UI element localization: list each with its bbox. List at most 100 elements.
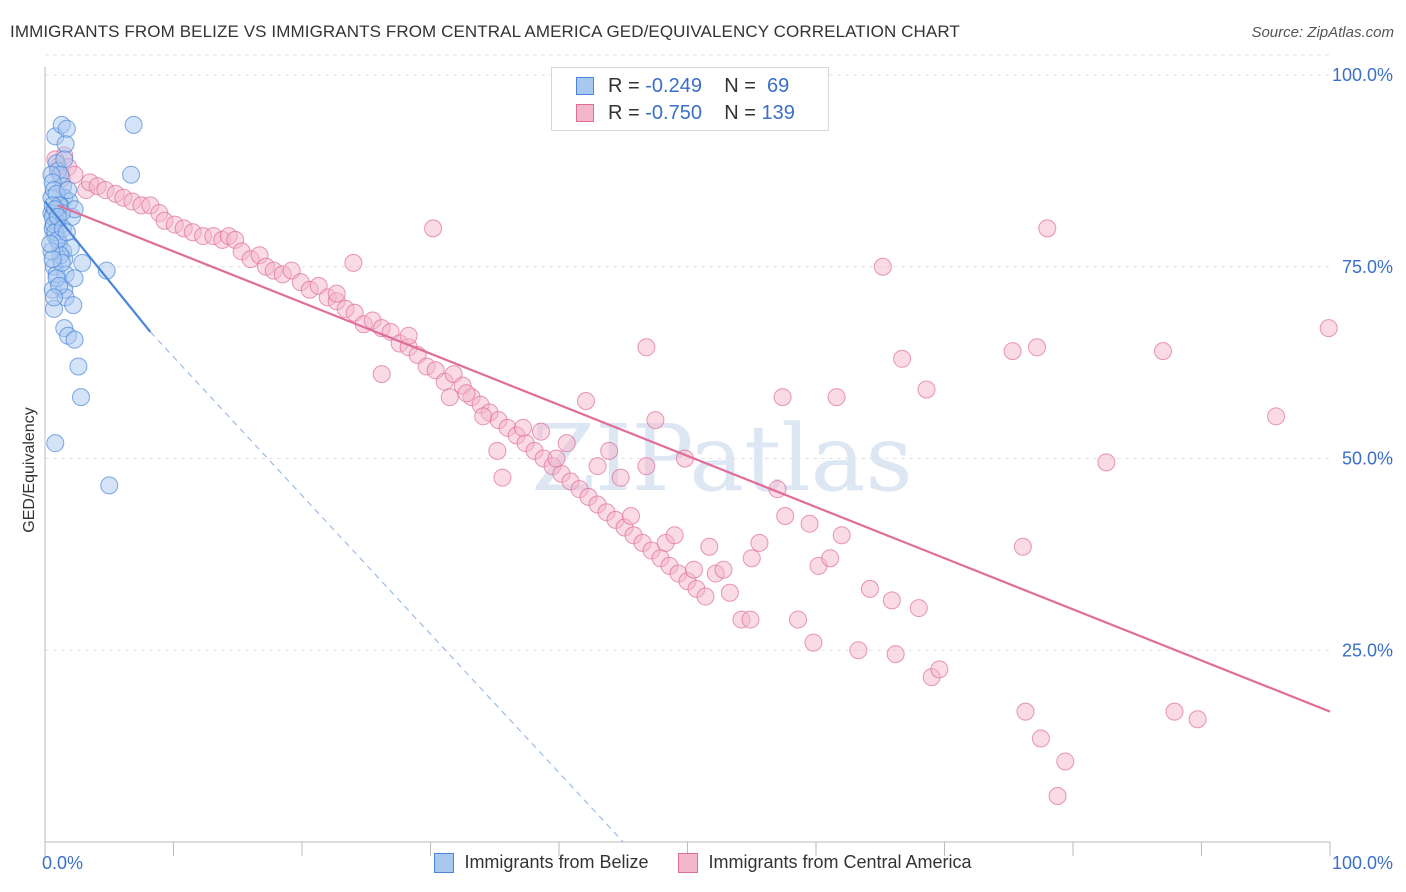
central-america-point-104	[714, 560, 733, 579]
central-america-point-126	[930, 660, 949, 679]
central-america-point-119	[873, 257, 892, 276]
central-america-point-123	[909, 599, 928, 618]
stats-legend-row-central-america: R = -0.750 N = 139	[576, 101, 795, 125]
central-america-point-93	[600, 441, 619, 460]
belize-point-39	[65, 330, 84, 349]
central-america-point-120	[882, 591, 901, 610]
series-legend: Immigrants from Belize Immigrants from C…	[0, 852, 1406, 873]
central-america-point-107	[750, 533, 769, 552]
central-america-point-115	[827, 388, 846, 407]
central-america-point-121	[886, 645, 905, 664]
central-america-point-118	[860, 579, 879, 598]
belize-point-8	[122, 165, 141, 184]
belize-swatch	[576, 77, 594, 95]
central-america-point-134	[1048, 786, 1067, 805]
chart-title: IMMIGRANTS FROM BELIZE VS IMMIGRANTS FRO…	[10, 22, 960, 41]
y-tick-label-0: 25.0%	[1342, 640, 1393, 660]
belize-point-34	[64, 296, 83, 315]
central-america-r-value: -0.750	[645, 101, 702, 124]
central-america-point-114	[821, 549, 840, 568]
central-america-point-143	[637, 338, 656, 357]
source-label: Source: ZipAtlas.com	[1251, 24, 1394, 41]
central-america-point-140	[1319, 319, 1338, 338]
x-tick-label-max: 100.0%	[1332, 853, 1393, 873]
y-tick-label-1: 50.0%	[1342, 449, 1393, 469]
central-america-swatch	[576, 104, 594, 122]
central-america-point-117	[849, 641, 868, 660]
legend-item-belize: Immigrants from Belize	[434, 852, 648, 873]
central-america-point-127	[1003, 342, 1022, 361]
central-america-point-142	[741, 610, 760, 629]
central-america-point-108	[742, 549, 761, 568]
central-america-point-96	[637, 457, 656, 476]
belize-trend-extension	[149, 331, 624, 843]
belize-n-value: 69	[767, 74, 790, 97]
central-america-point-88	[532, 422, 551, 441]
central-america-point-145	[424, 219, 443, 238]
central-america-point-111	[789, 610, 808, 629]
belize-n-label: N =	[724, 74, 756, 97]
belize-point-36	[65, 269, 84, 288]
x-tick-label-min: 0.0%	[42, 853, 83, 873]
central-america-point-124	[917, 380, 936, 399]
belize-point-41	[71, 388, 90, 407]
central-america-point-128	[1013, 537, 1032, 556]
central-america-point-82	[440, 388, 459, 407]
central-america-point-78	[344, 253, 363, 272]
central-america-point-122	[893, 349, 912, 368]
legend-swatch-central-america	[678, 852, 699, 873]
central-america-point-141	[804, 633, 823, 652]
central-america-point-139	[1267, 407, 1286, 426]
central-america-point-95	[621, 507, 640, 526]
belize-trend-line	[44, 200, 152, 333]
belize-point-68	[44, 288, 63, 307]
central-america-point-85	[488, 441, 507, 460]
belize-point-43	[100, 476, 119, 495]
legend-item-central-america: Immigrants from Central America	[678, 852, 972, 873]
belize-point-65	[57, 223, 76, 242]
central-america-point-110	[776, 507, 795, 526]
central-america-n-value: 139	[761, 101, 795, 124]
central-america-point-112	[800, 514, 819, 533]
belize-point-40	[69, 357, 88, 376]
central-america-point-144	[773, 388, 792, 407]
y-tick-label-2: 75.0%	[1342, 257, 1393, 277]
stats-legend-row-belize: R = -0.249 N = 69	[576, 74, 789, 98]
central-america-point-138	[1188, 710, 1207, 729]
central-america-point-90	[557, 434, 576, 453]
legend-swatch-belize	[434, 852, 455, 873]
central-america-point-135	[1097, 453, 1116, 472]
central-america-point-79	[327, 284, 346, 303]
central-america-point-116	[832, 526, 851, 545]
belize-point-5	[57, 119, 76, 138]
stats-legend: R = -0.249 N = 69 R = -0.750 N = 139	[551, 67, 829, 131]
belize-point-66	[41, 234, 60, 253]
central-america-point-129	[1028, 338, 1047, 357]
central-america-point-91	[576, 391, 595, 410]
belize-r-value: -0.249	[645, 74, 702, 97]
belize-point-59	[59, 181, 78, 200]
central-america-point-83	[457, 384, 476, 403]
central-america-point-80	[372, 365, 391, 384]
central-america-point-137	[1165, 702, 1184, 721]
central-america-point-94	[611, 468, 630, 487]
central-america-point-84	[474, 407, 493, 426]
central-america-point-92	[588, 457, 607, 476]
central-america-point-89	[547, 449, 566, 468]
belize-point-29	[73, 253, 92, 272]
legend-label-belize: Immigrants from Belize	[464, 852, 649, 872]
central-america-n-label: N =	[724, 101, 756, 124]
central-america-trend-line	[57, 204, 1331, 713]
belize-r-label: R =	[608, 74, 640, 97]
central-america-r-label: R =	[608, 101, 640, 124]
belize-point-6	[55, 150, 74, 169]
central-america-point-132	[1031, 729, 1050, 748]
central-america-point-133	[1056, 752, 1075, 771]
central-america-point-130	[1038, 219, 1057, 238]
belize-point-9	[124, 115, 143, 134]
central-america-point-102	[700, 537, 719, 556]
central-america-point-97	[646, 411, 665, 430]
central-america-point-99	[665, 526, 684, 545]
belize-point-57	[43, 250, 62, 269]
central-america-point-86	[493, 468, 512, 487]
